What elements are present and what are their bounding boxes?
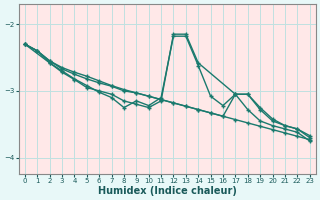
X-axis label: Humidex (Indice chaleur): Humidex (Indice chaleur) (98, 186, 237, 196)
